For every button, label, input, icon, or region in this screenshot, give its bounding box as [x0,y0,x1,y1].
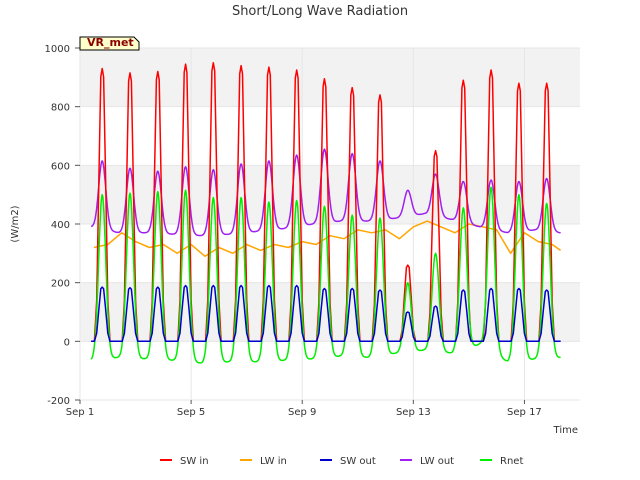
y-tick-label: 400 [51,220,70,231]
y-tick-label: 800 [51,103,70,114]
legend-label: LW out [420,456,454,467]
chart-title: Short/Long Wave Radiation [232,4,408,19]
series-line-lw-out [90,148,561,237]
legend-label: Rnet [500,456,523,467]
site-badge: VR_met [79,36,140,51]
y-tick-label: 0 [64,337,70,348]
x-tick-label: Sep 9 [288,407,316,418]
band-0 [80,48,580,107]
legend: SW in LW in SW out LW out Rnet [160,456,523,467]
x-tick-label: Sep 17 [507,407,542,418]
x-axis-ticks: Sep 1 Sep 5 Sep 9 Sep 13 Sep 17 [66,400,542,418]
x-tick-label: Sep 1 [66,407,94,418]
legend-label: SW out [340,456,376,467]
y-tick-label: 200 [51,279,70,290]
y-tick-label: -200 [47,396,70,407]
grid-lines [79,47,580,401]
legend-label: SW in [180,456,209,467]
badge-shape [79,36,140,51]
x-tick-label: Sep 5 [177,407,205,418]
series-line-sw-out [91,284,561,343]
y-tick-label: 1000 [45,44,70,55]
x-axis-label: Time [553,425,578,436]
series-lines [90,61,562,364]
legend-label: LW in [260,456,287,467]
series-line-sw-in [91,61,561,343]
y-axis-label: (W/m2) [10,205,21,242]
badge-label: VR_met [87,36,134,49]
series-line-rnet [90,186,561,364]
y-axis-ticks: -200 0 200 400 600 800 1000 [45,44,80,407]
x-tick-label: Sep 13 [396,407,431,418]
y-tick-label: 600 [51,161,70,172]
